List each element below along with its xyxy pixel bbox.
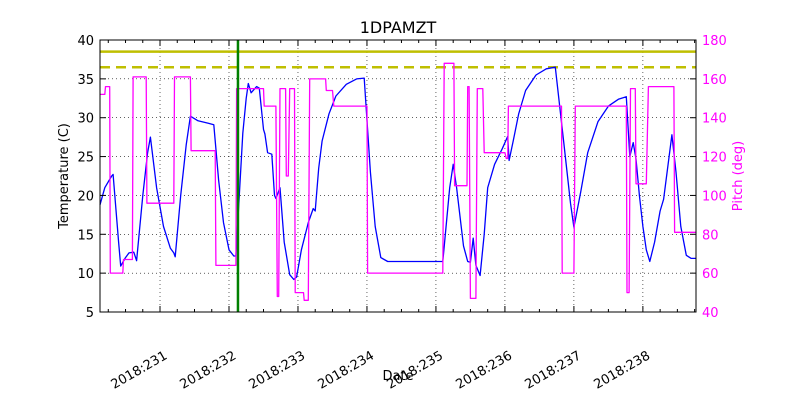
y-tick-label: 40 bbox=[77, 34, 94, 49]
y-tick-label-right: 100 bbox=[702, 189, 727, 204]
plot-frame bbox=[99, 39, 697, 313]
y-tick-label-right: 40 bbox=[702, 306, 719, 321]
y-tick-label-right: 60 bbox=[702, 267, 719, 282]
y-tick-label-right: 80 bbox=[702, 228, 719, 243]
y-tick-label-right: 140 bbox=[702, 112, 727, 127]
y-axis-right: 40 60 80 100 120 140 160 180 bbox=[690, 34, 727, 321]
y-axis-title-left: Temperature (C) bbox=[57, 123, 72, 230]
y-tick-label-right: 180 bbox=[702, 34, 727, 49]
y-tick-label-right: 160 bbox=[702, 73, 727, 88]
y-tick-label: 10 bbox=[77, 267, 94, 282]
temperature-line bbox=[99, 66, 696, 281]
y-tick-label-right: 120 bbox=[702, 151, 727, 166]
y-tick-label: 5 bbox=[86, 306, 94, 321]
chart-title: 1DPAMZT bbox=[360, 18, 437, 37]
y-tick-label: 20 bbox=[77, 189, 94, 204]
y-tick-label: 35 bbox=[77, 73, 94, 88]
y-tick-label: 30 bbox=[77, 112, 94, 127]
y-axis-title-right: Pitch (deg) bbox=[731, 141, 746, 211]
y-tick-label: 15 bbox=[77, 228, 94, 243]
y-tick-label: 25 bbox=[77, 151, 94, 166]
reference-lines bbox=[100, 50, 696, 69]
data-series bbox=[99, 62, 696, 301]
x-axis-title: Date bbox=[382, 369, 413, 384]
pitch-line bbox=[100, 62, 696, 301]
y-axis-left: 5 10 15 20 25 30 35 40 bbox=[77, 34, 106, 321]
